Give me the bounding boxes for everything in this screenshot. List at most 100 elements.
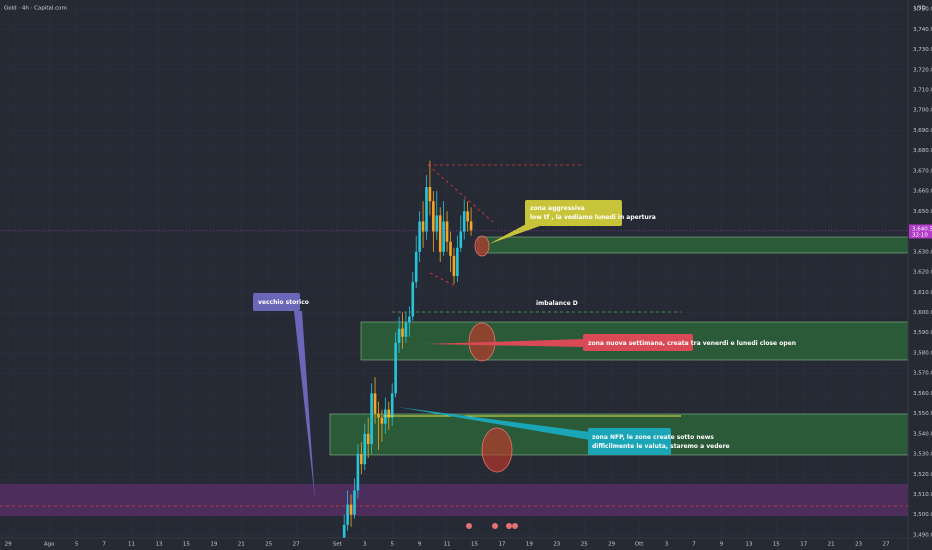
y-tick-label: 3,580.00 [913, 350, 932, 356]
y-tick-label: 3,570.00 [913, 371, 932, 377]
x-tick-label: 11 [128, 542, 135, 548]
chart-title: Gold · 4h · Capital.com [4, 6, 67, 12]
y-tick-label: 3,590.00 [913, 330, 932, 336]
y-tick-label: 3,600.00 [913, 310, 932, 316]
triangle-side [427, 164, 494, 223]
callout [583, 334, 693, 351]
x-tick-label: 15 [183, 542, 190, 548]
candle-body [414, 251, 418, 283]
callout-text: vecchio storico [258, 299, 309, 306]
y-tick-label: 3,650.00 [913, 209, 932, 215]
candle-body [394, 342, 397, 394]
x-tick-label: 5 [390, 542, 394, 548]
y-tick-label: 3,550.00 [913, 411, 932, 417]
x-tick-label: Ott [635, 542, 644, 548]
x-tick-label: 11 [444, 542, 451, 548]
candle-body [342, 524, 346, 538]
y-tick-label: 3,560.00 [913, 391, 932, 397]
x-tick-label: 21 [828, 542, 835, 548]
x-tick-label: 19 [210, 542, 217, 548]
countdown: 32:10 [912, 232, 928, 238]
y-tick-label: 3,700.00 [913, 108, 932, 114]
x-tick-label: 29 [5, 542, 12, 548]
y-tick-label: 3,490.00 [913, 532, 932, 538]
highlight [474, 235, 490, 257]
x-tick-label: 3 [665, 542, 669, 548]
y-tick-label: 3,510.00 [913, 492, 932, 498]
candle-body [408, 316, 411, 323]
candle-body [363, 433, 367, 465]
callout-pointer [397, 407, 590, 440]
callout-pointer [294, 311, 315, 500]
candle-body [449, 241, 452, 256]
candle-body [459, 231, 463, 248]
y-tick-label: 3,730.00 [913, 47, 932, 53]
candle-body [360, 454, 363, 465]
x-tick-label: 9 [418, 542, 422, 548]
price-axis [908, 0, 932, 550]
y-tick-label: 3,740.00 [913, 27, 932, 33]
last-price-box [909, 224, 932, 239]
purple-zone [0, 484, 908, 516]
candle-body [401, 328, 404, 337]
x-tick-label: 21 [238, 542, 245, 548]
x-tick-label: 17 [800, 542, 807, 548]
x-tick-label: 27 [883, 542, 890, 548]
callout [588, 428, 671, 455]
callout-text: zona nuova settimana, creata tra venerdi… [588, 340, 796, 347]
last-price-label: 3,640.54 [912, 226, 932, 232]
triangle-bottom [429, 272, 458, 288]
callout [253, 293, 300, 311]
candle-body [425, 187, 428, 232]
candle-body [428, 187, 432, 202]
y-tick-label: 3,530.00 [913, 452, 932, 458]
y-tick-label: 3,630.00 [913, 249, 932, 255]
y-tick-label: 3,520.00 [913, 472, 932, 478]
candle-body [390, 393, 394, 418]
y-tick-label: 3,660.00 [913, 189, 932, 195]
candle-body [456, 247, 459, 277]
candle-body [435, 215, 439, 232]
top-zone [477, 236, 911, 254]
candle-body [353, 490, 356, 515]
candle-body [377, 413, 380, 418]
x-tick-label: Ago [44, 542, 55, 548]
candle-body [466, 211, 469, 222]
callout-pointer [489, 222, 540, 244]
candle-body [387, 409, 391, 418]
callout-text: zona aggressiva [530, 205, 585, 212]
currency-label: USD [914, 6, 926, 12]
candle-body [462, 211, 466, 232]
candle-body [380, 417, 384, 424]
x-tick-label: 17 [498, 542, 505, 548]
x-tick-label: 13 [745, 542, 752, 548]
callout-pointer [425, 339, 585, 347]
candle-body [404, 322, 408, 337]
candle-body [438, 215, 442, 252]
callout-text: zona NFP, le zone create sotto news [592, 434, 714, 441]
y-tick-label: 3,690.00 [913, 128, 932, 134]
x-tick-label: 7 [692, 542, 696, 548]
x-tick-label: 5 [75, 542, 79, 548]
candle-body [356, 454, 360, 491]
candle-body [445, 221, 449, 242]
y-tick-label: 3,680.00 [913, 148, 932, 154]
x-tick-label: 27 [293, 542, 300, 548]
candle-body [442, 221, 445, 252]
x-tick-label: 25 [265, 542, 272, 548]
candle-body [411, 282, 415, 317]
highlight [481, 427, 513, 473]
imbalance-label: imbalance D [536, 300, 578, 307]
candle-body [469, 221, 473, 231]
callout-text: low tf , la vediamo lunedi in apertura [530, 214, 656, 221]
x-tick-label: 29 [608, 542, 615, 548]
y-tick-label: 3,710.00 [913, 88, 932, 94]
x-tick-label: 13 [155, 542, 162, 548]
candle-body [349, 504, 353, 515]
y-tick-label: 3,670.00 [913, 168, 932, 174]
y-tick-label: 3,720.00 [913, 67, 932, 73]
candle-body [370, 393, 373, 444]
candle-body [373, 393, 377, 414]
